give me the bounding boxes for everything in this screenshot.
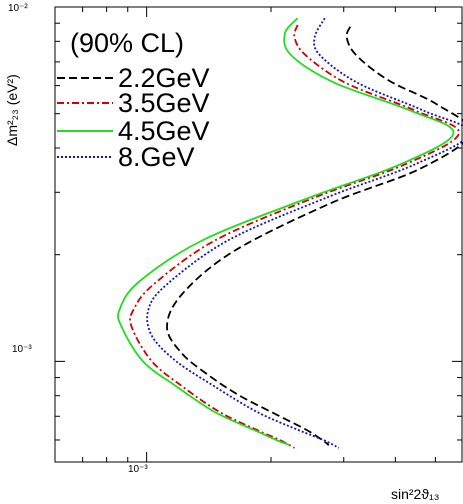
curves-layer	[117, 17, 463, 449]
legend-label-8gev: 8.GeV	[118, 142, 195, 172]
series-line-4-5gev	[117, 17, 455, 447]
y-tick-label-top: 10⁻²	[8, 3, 28, 14]
x-axis-label: sin²2ϑ₁₃	[391, 486, 439, 502]
legend-title: (90% CL)	[70, 28, 184, 58]
plot-frame	[54, 6, 463, 463]
x-tick-label: 10⁻³	[128, 464, 148, 475]
series-line-8-gev	[146, 17, 463, 449]
legend-label-3-5gev: 3.5GeV	[118, 88, 210, 118]
legend: (90% CL) 2.2GeV 3.5GeV 4.5GeV 8.GeV	[57, 28, 210, 172]
y-axis-label: Δm²₂₃ (eV²)	[4, 74, 20, 146]
ticks-layer	[54, 6, 462, 462]
y-tick-label-bottom: 10⁻³	[12, 344, 32, 355]
legend-label-2-2gev: 2.2GeV	[118, 63, 210, 93]
series-line-2-2gev	[166, 26, 463, 446]
legend-label-4-5gev: 4.5GeV	[118, 116, 210, 146]
series-line-3-5gev	[129, 24, 460, 449]
